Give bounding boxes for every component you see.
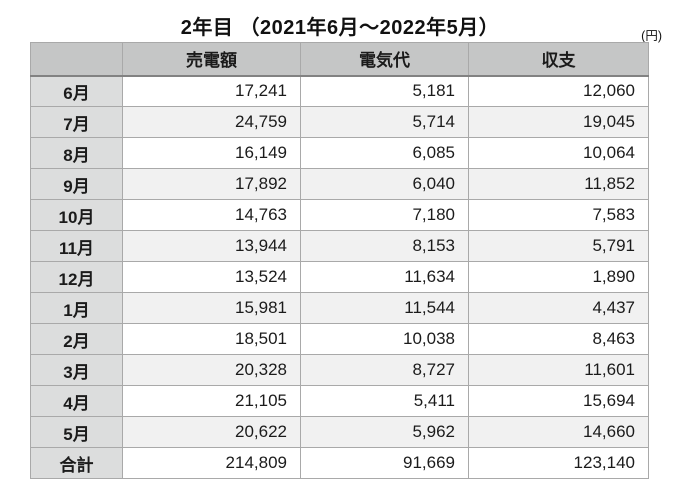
cell-cost: 5,411 [300,385,469,417]
cell-balance: 7,583 [468,199,649,231]
cell-sales: 13,944 [122,230,301,262]
cell-balance: 10,064 [468,137,649,169]
header-cell-cost: 電気代 [300,42,469,77]
row-label: 6月 [30,75,123,107]
table-row: 3月 20,328 8,727 11,601 [30,354,649,386]
cell-sales: 20,328 [122,354,301,386]
cell-cost: 5,181 [300,75,469,107]
cell-balance: 11,601 [468,354,649,386]
cell-cost: 10,038 [300,323,469,355]
cell-balance: 15,694 [468,385,649,417]
cell-cost: 91,669 [300,447,469,479]
cell-balance: 14,660 [468,416,649,448]
cell-balance: 19,045 [468,106,649,138]
row-label: 10月 [30,199,123,231]
table-row: 8月 16,149 6,085 10,064 [30,137,649,169]
cell-cost: 5,962 [300,416,469,448]
cell-cost: 5,714 [300,106,469,138]
cell-sales: 17,241 [122,75,301,107]
row-label: 3月 [30,354,123,386]
cell-cost: 6,085 [300,137,469,169]
table-row: 6月 17,241 5,181 12,060 [30,75,649,107]
row-label: 11月 [30,230,123,262]
cell-balance: 5,791 [468,230,649,262]
cell-balance: 123,140 [468,447,649,479]
cell-balance: 1,890 [468,261,649,293]
cell-sales: 15,981 [122,292,301,324]
table-row: 2月 18,501 10,038 8,463 [30,323,649,355]
header-cell-month [30,42,123,77]
cell-sales: 20,622 [122,416,301,448]
row-label: 5月 [30,416,123,448]
cell-sales: 13,524 [122,261,301,293]
table-row: 11月 13,944 8,153 5,791 [30,230,649,262]
cell-balance: 12,060 [468,75,649,107]
cell-cost: 7,180 [300,199,469,231]
cell-sales: 21,105 [122,385,301,417]
cell-cost: 8,727 [300,354,469,386]
page-title: 2年目 （2021年6月～2022年5月） [180,17,500,39]
table-row: 7月 24,759 5,714 19,045 [30,106,649,138]
table-row: 10月 14,763 7,180 7,583 [30,199,649,231]
row-label: 4月 [30,385,123,417]
row-label: 7月 [30,106,123,138]
cell-balance: 8,463 [468,323,649,355]
table-row: 4月 21,105 5,411 15,694 [30,385,649,417]
header-row: 売電額 電気代 収支 [30,42,649,77]
row-label: 12月 [30,261,123,293]
cell-cost: 6,040 [300,168,469,200]
cell-balance: 11,852 [468,168,649,200]
header-cell-balance: 収支 [468,42,649,77]
row-label: 合計 [30,447,123,479]
table-row: 9月 17,892 6,040 11,852 [30,168,649,200]
cell-cost: 11,634 [300,261,469,293]
row-label: 1月 [30,292,123,324]
table-row: 1月 15,981 11,544 4,437 [30,292,649,324]
cell-sales: 14,763 [122,199,301,231]
table-row: 5月 20,622 5,962 14,660 [30,416,649,448]
cell-sales: 24,759 [122,106,301,138]
cell-balance: 4,437 [468,292,649,324]
total-row: 合計 214,809 91,669 123,140 [30,447,649,479]
row-label: 9月 [30,168,123,200]
cell-sales: 18,501 [122,323,301,355]
cell-sales: 17,892 [122,168,301,200]
cell-cost: 11,544 [300,292,469,324]
cell-sales: 16,149 [122,137,301,169]
header-cell-sales: 売電額 [122,42,301,77]
row-label: 8月 [30,137,123,169]
row-label: 2月 [30,323,123,355]
cell-cost: 8,153 [300,230,469,262]
unit-label: (円) [641,29,662,43]
table-row: 12月 13,524 11,634 1,890 [30,261,649,293]
cell-sales: 214,809 [122,447,301,479]
monthly-balance-table: 売電額 電気代 収支 6月 17,241 5,181 12,060 7月 24,759 5,… [30,42,649,479]
